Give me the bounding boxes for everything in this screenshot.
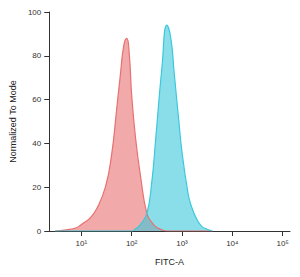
svg-text:10¹: 10¹ xyxy=(76,239,88,248)
svg-text:100: 100 xyxy=(28,8,42,17)
svg-text:80: 80 xyxy=(32,51,41,60)
svg-text:10⁴: 10⁴ xyxy=(226,239,239,248)
svg-text:10²: 10² xyxy=(126,239,138,248)
svg-text:20: 20 xyxy=(32,183,41,192)
svg-text:40: 40 xyxy=(32,139,41,148)
svg-text:Normalized To Mode: Normalized To Mode xyxy=(8,80,18,162)
svg-text:10⁵: 10⁵ xyxy=(277,239,289,248)
svg-text:10³: 10³ xyxy=(176,239,188,248)
svg-text:60: 60 xyxy=(32,95,41,104)
svg-text:0: 0 xyxy=(37,227,42,236)
svg-text:FITC-A: FITC-A xyxy=(155,257,184,267)
